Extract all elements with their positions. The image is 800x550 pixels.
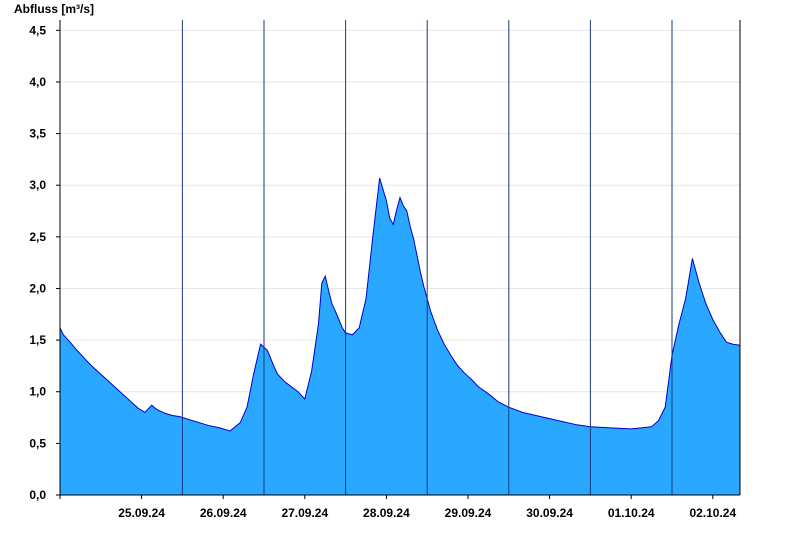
day-separators (181, 20, 673, 495)
y-ticks: 0,0 0,5 1,0 1,5 2,0 2,5 3,0 3,5 4,0 4,5 (29, 23, 60, 502)
x-tick-label: 26.09.24 (200, 506, 247, 520)
x-tick-label: 25.09.24 (118, 506, 165, 520)
x-tick-label: 27.09.24 (281, 506, 328, 520)
x-tick-label: 29.09.24 (445, 506, 492, 520)
y-tick-label: 2,5 (29, 230, 46, 244)
y-tick-label: 2,0 (29, 281, 46, 295)
discharge-line (59, 177, 741, 432)
y-tick-label: 4,0 (29, 75, 46, 89)
y-tick-label: 0,0 (29, 488, 46, 502)
x-tick-label: 28.09.24 (363, 506, 410, 520)
y-axis-label: Abfluss [m³/s] (14, 2, 94, 16)
y-tick-label: 1,0 (29, 385, 46, 399)
x-ticks: 25.09.24 26.09.24 27.09.24 28.09.24 29.09.24… (118, 495, 736, 520)
x-tick-label: 02.10.24 (689, 506, 736, 520)
y-tick-label: 1,5 (29, 333, 46, 347)
y-tick-label: 0,5 (29, 436, 46, 450)
discharge-area (60, 178, 740, 495)
y-tick-label: 3,5 (29, 127, 46, 141)
y-tick-label: 4,5 (29, 23, 46, 37)
axes (56, 20, 741, 499)
x-tick-label: 30.09.24 (526, 506, 573, 520)
y-tick-label: 3,0 (29, 178, 46, 192)
x-tick-label: 01.10.24 (608, 506, 655, 520)
